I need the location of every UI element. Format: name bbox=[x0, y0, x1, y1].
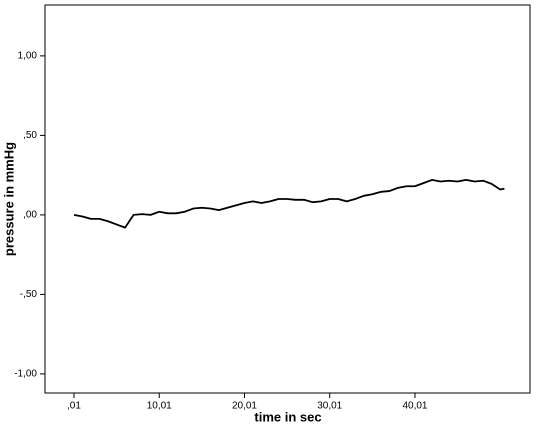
x-tick-label: 20,01 bbox=[232, 401, 257, 412]
y-tick-label: -,50 bbox=[20, 289, 38, 300]
x-tick-label: 10,01 bbox=[147, 401, 172, 412]
x-tick-label: ,01 bbox=[67, 401, 81, 412]
y-tick-label: ,50 bbox=[23, 130, 37, 141]
y-tick-label: 1,00 bbox=[18, 51, 38, 62]
x-axis-label: time in sec bbox=[254, 409, 321, 424]
plot-frame bbox=[44, 4, 531, 394]
x-tick-label: 30,01 bbox=[317, 401, 342, 412]
x-tick-label: 40,01 bbox=[402, 401, 427, 412]
line bbox=[73, 179, 505, 229]
y-axis-label: pressure in mmHg bbox=[1, 142, 16, 256]
y-tick-label: -1,00 bbox=[14, 369, 37, 380]
y-tick-label: ,00 bbox=[23, 210, 37, 221]
